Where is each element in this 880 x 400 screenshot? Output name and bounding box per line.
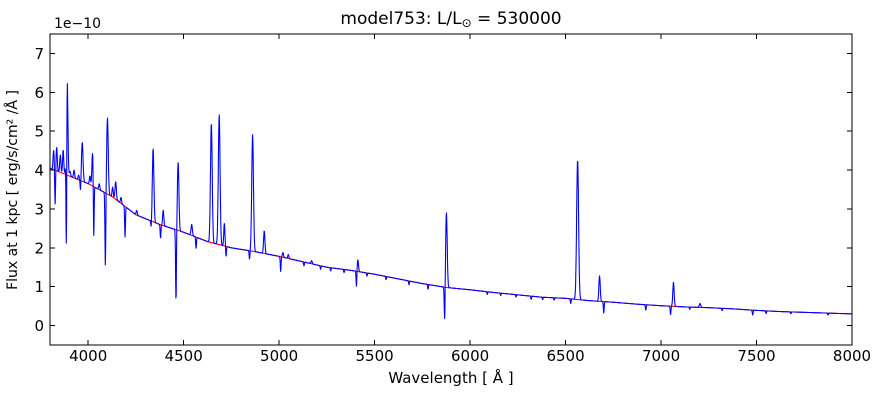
y-tick-label: 2 xyxy=(34,239,44,257)
chart-title-value: = 530000 xyxy=(472,9,562,29)
y-tick-label: 6 xyxy=(34,84,44,102)
y-tick-label: 1 xyxy=(34,278,44,296)
x-tick-label: 7500 xyxy=(737,347,775,365)
x-tick-label: 8000 xyxy=(833,347,871,365)
sun-symbol-subscript: ⊙ xyxy=(462,16,472,30)
x-tick-label: 5000 xyxy=(260,347,298,365)
y-axis-offset-label: 1e−10 xyxy=(54,16,101,32)
y-tick-label: 0 xyxy=(34,317,44,335)
x-tick-label: 6000 xyxy=(451,347,489,365)
y-tick-label: 7 xyxy=(34,45,44,63)
axes-frame xyxy=(49,33,853,346)
chart-title-main: model753: L/L xyxy=(340,9,462,29)
spectrum-line xyxy=(50,83,852,320)
y-tick-label: 5 xyxy=(34,123,44,141)
x-axis-label: Wavelength [ Å ] xyxy=(388,368,513,387)
y-tick-label: 4 xyxy=(34,162,44,180)
x-tick-label: 6500 xyxy=(546,347,584,365)
chart-title: model753: L/L⊙ = 530000 xyxy=(340,9,561,30)
y-tick-label: 3 xyxy=(34,200,44,218)
plot-data-area xyxy=(50,83,852,320)
y-axis-ticks: 0 1 2 3 4 5 6 7 xyxy=(34,45,852,335)
y-axis-label: Flux at 1 kpc [ erg/s/cm² /Å ] xyxy=(4,90,21,290)
x-axis-ticks: 4000 4500 5000 5500 6000 6500 7000 7500 8000 xyxy=(69,34,871,365)
x-tick-label: 4500 xyxy=(165,347,203,365)
x-tick-label: 4000 xyxy=(69,347,107,365)
x-tick-label: 5500 xyxy=(356,347,394,365)
x-tick-label: 7000 xyxy=(642,347,680,365)
